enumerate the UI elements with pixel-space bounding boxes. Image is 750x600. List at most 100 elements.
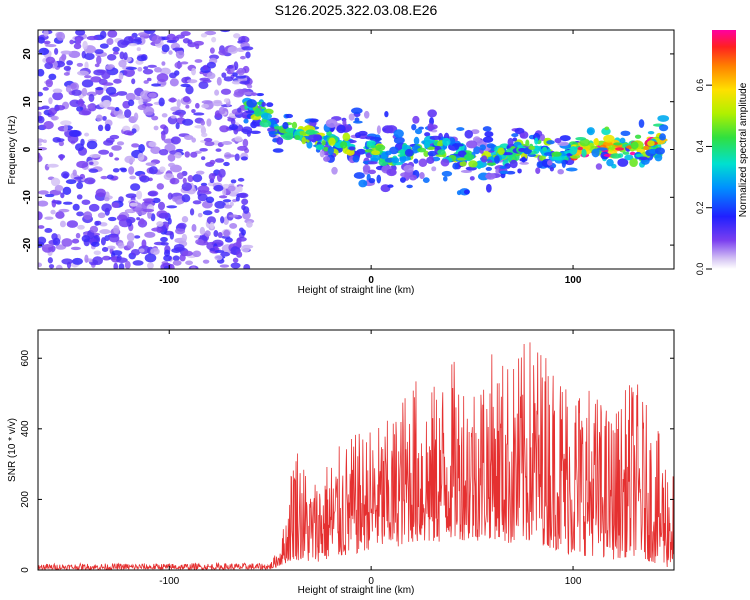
snr-x-ticks: -100 0 100 [159,330,582,587]
spectrogram-cell [426,156,435,164]
spectrogram-cell [42,139,47,144]
spectrogram-cell [103,99,112,107]
spectrogram-cell [185,85,194,95]
spectrogram-cell [180,61,189,65]
spectrogram-cell [95,188,107,198]
spectrogram-cell [41,244,53,248]
spectrogram-cell [129,202,138,207]
spectrogram-cell [460,169,472,174]
spectrogram-cell [38,236,47,245]
spectrogram-cell [189,208,195,216]
snr-x-label: Height of straight line (km) [298,585,415,596]
spectrogram-cell [76,160,89,169]
spectrogram-cell [172,260,182,266]
spectrogram-cell [559,135,571,142]
spectrogram-cell [88,168,99,173]
colorbar-ticks: 0.0 0.2 0.4 0.6 [695,79,712,275]
spectrogram-cell [468,160,478,168]
spectrogram-cell [261,112,272,120]
spectrogram-cell [117,242,125,249]
spectrogram-cell [97,212,106,219]
spectrogram-cell [470,129,480,135]
spectrogram-cell [195,239,204,245]
spectrogram-cell [235,239,242,248]
spectrogram-cell [147,64,157,68]
spectrogram-cell [237,185,243,193]
spectrogram-cell [519,132,526,139]
spectrogram-cell [193,112,205,116]
spectrogram-cell [190,266,196,269]
spectrogram-cell [99,229,111,235]
spectrogram-cell [105,64,113,70]
spectrogram-cell [142,198,155,202]
spectrogram-cell [220,251,231,257]
spectrogram-cell [38,225,45,229]
spectrogram-cell [147,262,154,269]
spectrogram-cell [209,47,215,54]
spectrogram-cell [92,256,103,266]
spectrogram-cell [158,97,165,107]
spectrogram-cell [38,211,43,221]
spectrogram-cell [172,255,180,262]
spectrogram-cell [61,238,73,247]
spectrogram-cell [368,177,376,184]
spectrogram-cell [638,156,648,161]
spectrogram-cell [214,89,220,96]
spectrogram-cell [169,177,180,185]
spectrogram-cell [208,173,216,181]
spectrogram-cell [482,126,492,132]
spectrogram-cell [73,176,84,180]
y-tick-label: 20 [22,48,33,60]
spectrogram-cell [219,30,231,33]
spectrogram-cell [399,156,412,162]
spectrogram-cell [181,194,191,203]
spectrogram-cell [209,247,216,252]
spectrogram-cell [298,130,307,136]
spectrogram-x-label: Height of straight line (km) [298,285,415,296]
spectrogram-cell [93,250,101,256]
spectrogram-cell [223,98,230,103]
spectrogram-cell [38,111,42,117]
spectrogram-cell [230,179,237,184]
spectrogram-cell [239,227,244,233]
spectrogram-cell [174,61,183,69]
spectrogram-cell [351,107,363,114]
spectrogram-cell [102,255,111,261]
spectrogram-cell [201,132,208,138]
spectrogram-cell [214,255,223,261]
spectrogram-cell [517,168,522,174]
spectrogram-cell [161,132,166,141]
colorbar-tick-label: 0.6 [695,79,705,92]
spectrogram-cell [38,91,44,97]
spectrogram-cell [239,55,246,60]
spectrogram-cell [75,232,81,239]
spectrogram-cell [424,132,431,137]
spectrogram-cell [634,134,642,139]
spectrogram-cell [113,51,119,55]
spectrogram-cell [375,144,386,151]
spectrogram-cell [164,249,171,257]
spectrogram-cell [168,263,175,269]
spectrogram-cell [137,104,147,111]
spectrogram-cell [228,123,239,131]
spectrogram-cell [509,159,518,169]
spectrogram-cell [237,107,242,113]
spectrogram-cell [151,227,162,232]
spectrogram-cell [55,104,66,111]
spectrogram-cell [142,68,154,75]
spectrogram-cell [89,154,102,158]
spectrogram-cell [536,161,544,169]
spectrogram-cell [391,157,400,164]
spectrogram-cell [463,153,475,161]
spectrogram-cell [241,244,250,253]
spectrogram-cell [484,131,494,138]
spectrogram-cell [146,77,152,82]
spectrogram-cell [102,115,107,121]
spectrogram-cell [413,158,419,164]
spectrogram-cell [177,222,187,229]
spectrogram-cell [246,99,257,108]
spectrogram-cell [52,88,63,94]
spectrogram-cell [230,118,236,125]
spectrogram-cell [376,174,382,184]
spectrogram-cell [232,257,239,263]
